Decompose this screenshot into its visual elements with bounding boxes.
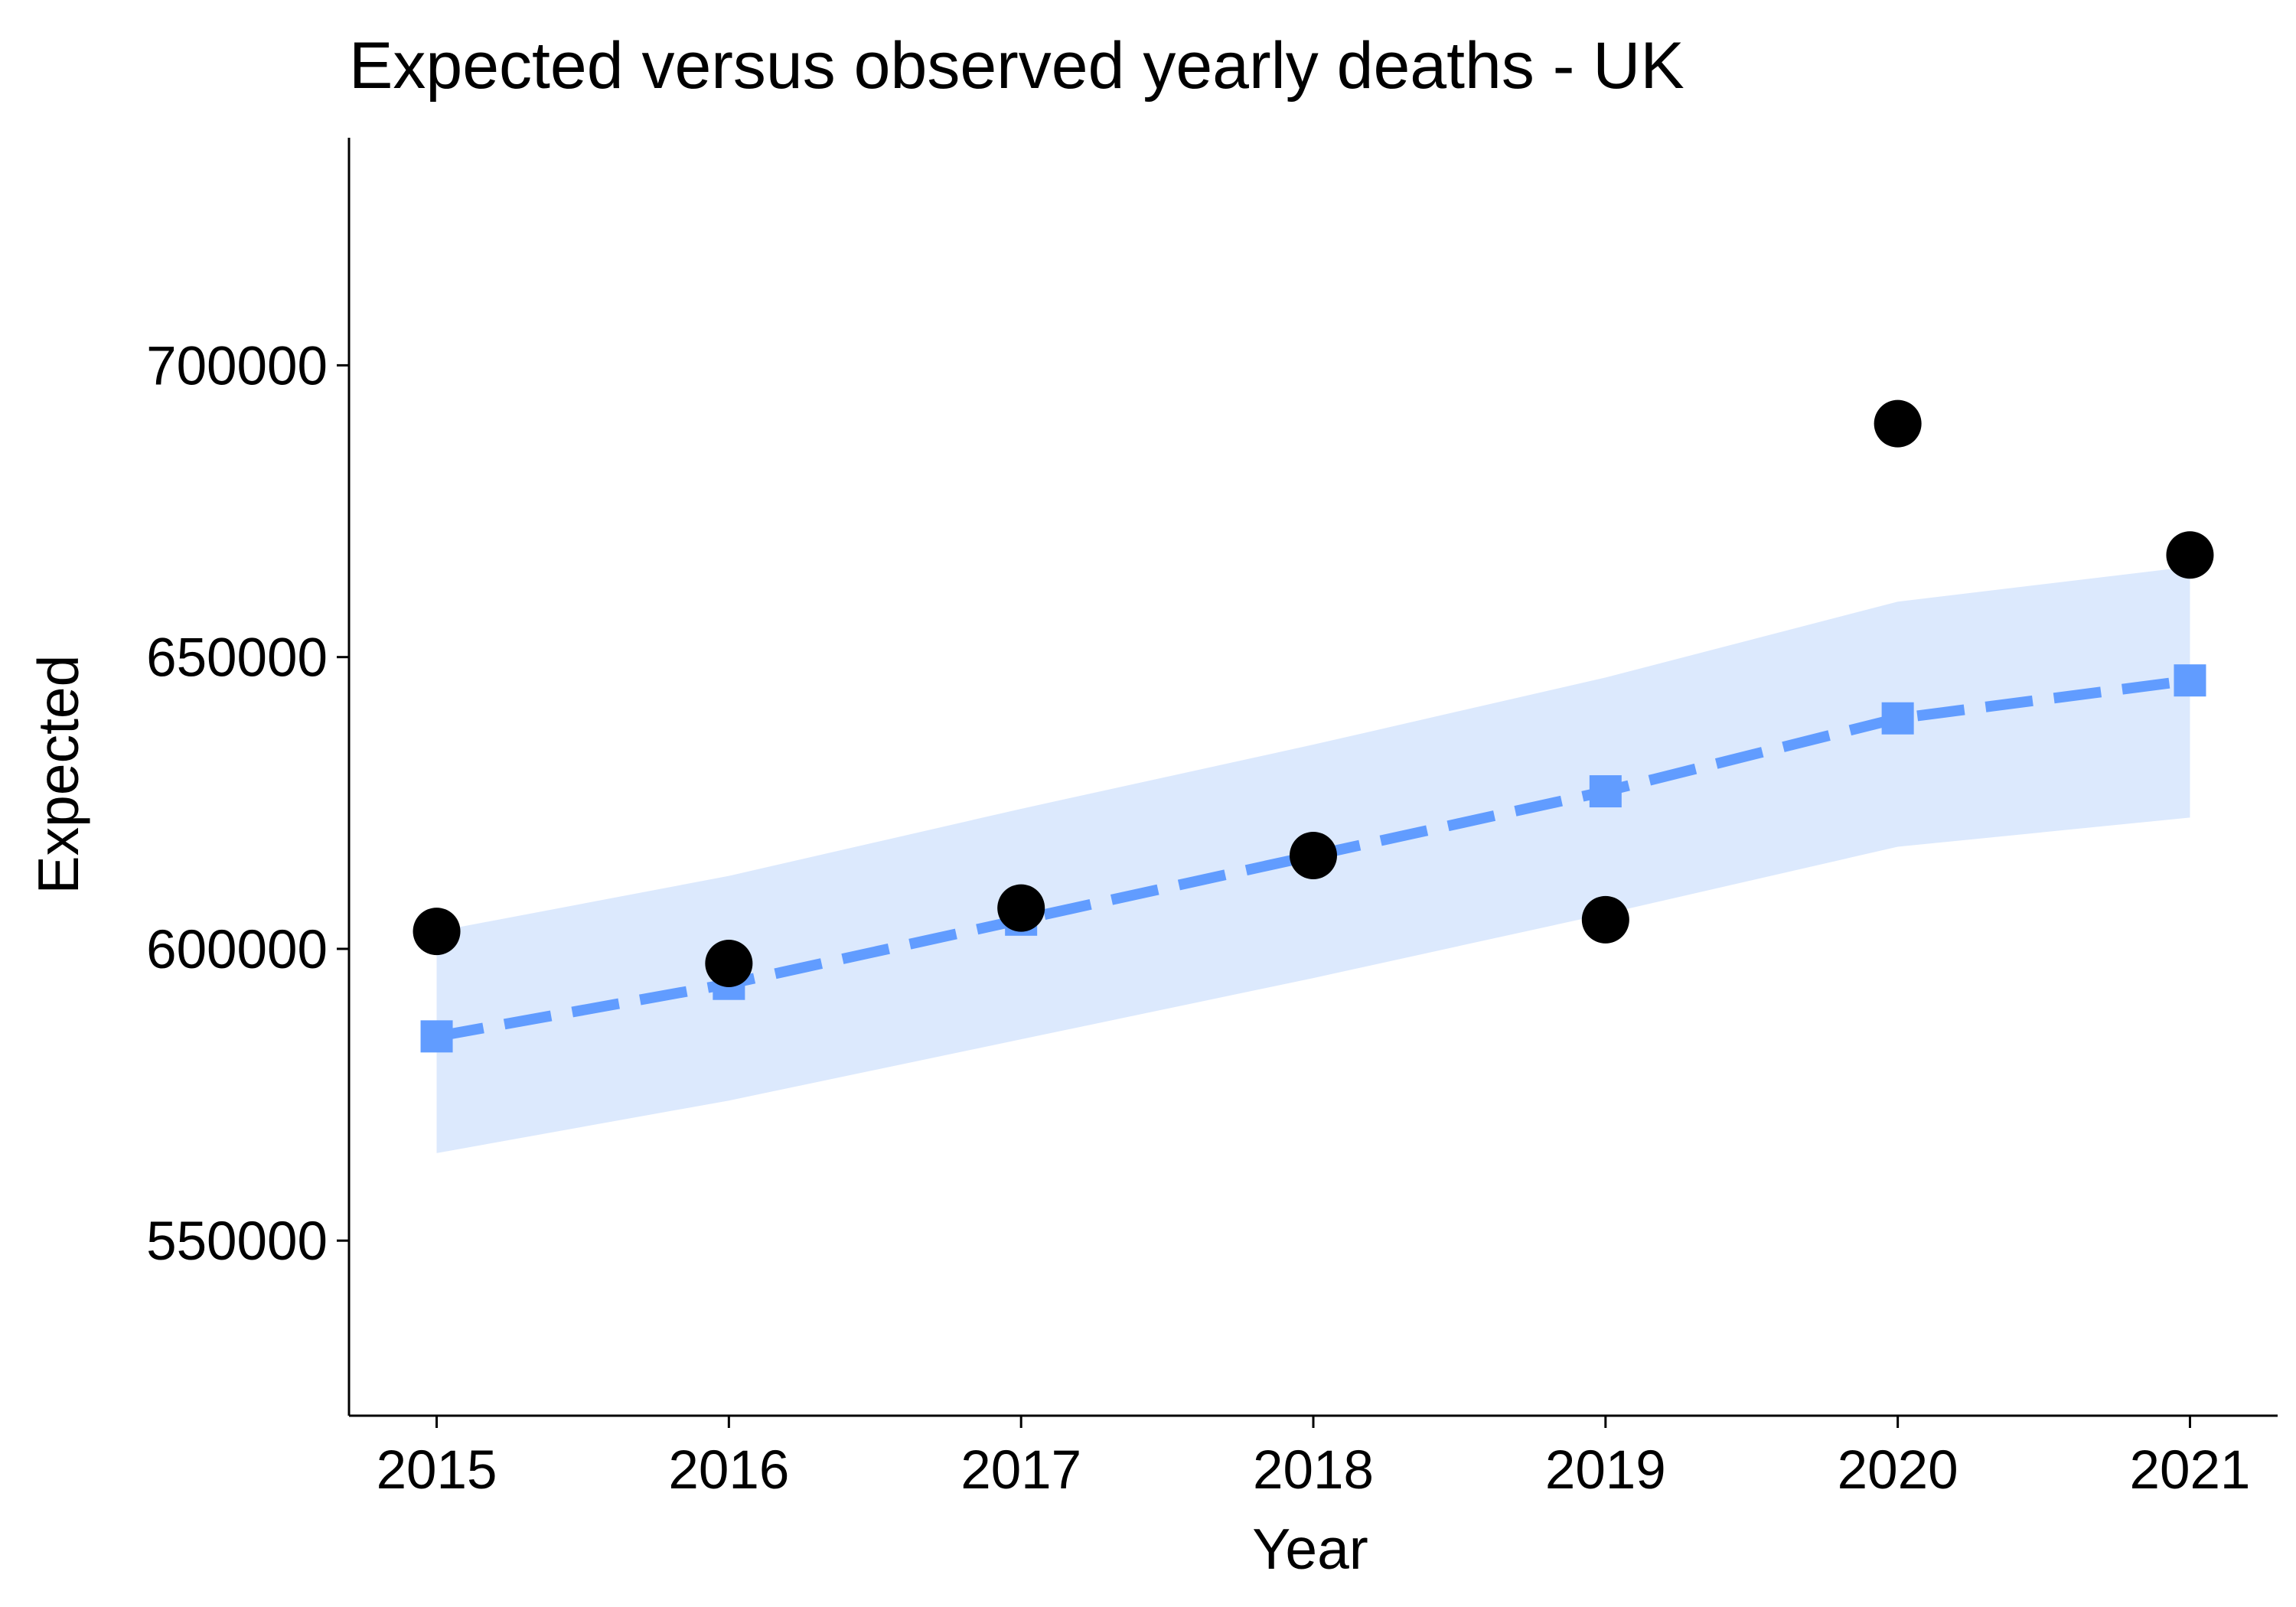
observed-point-2016 — [705, 940, 753, 988]
observed-point-2017 — [997, 884, 1045, 932]
x-axis-label: Year — [1252, 1517, 1368, 1581]
x-tick-label-2016: 2016 — [668, 1440, 789, 1501]
x-tick-label-2021: 2021 — [2129, 1440, 2250, 1501]
y-tick-label-650000: 650000 — [146, 628, 328, 689]
observed-points-layer — [413, 399, 2214, 988]
observed-point-2019 — [1581, 895, 1629, 944]
observed-point-2015 — [413, 908, 461, 956]
expected-point-2015 — [420, 1020, 453, 1053]
plot-area — [413, 399, 2214, 1153]
axes: 550000 600000 650000 700000 2015 2016 2017 2018… — [146, 138, 2278, 1501]
x-tick-label-2019: 2019 — [1545, 1440, 1666, 1501]
x-tick-label-2015: 2015 — [377, 1440, 497, 1501]
y-axis-label: Expected — [26, 655, 90, 895]
observed-point-2018 — [1290, 831, 1337, 879]
y-tick-label-550000: 550000 — [146, 1211, 328, 1272]
y-tick-label-600000: 600000 — [146, 920, 328, 980]
expected-point-2020 — [1881, 702, 1914, 735]
x-tick-label-2020: 2020 — [1838, 1440, 1958, 1501]
observed-point-2020 — [1874, 399, 1922, 448]
chart-title: Expected versus observed yearly deaths -… — [349, 29, 1684, 103]
x-tick-label-2018: 2018 — [1253, 1440, 1374, 1501]
observed-point-2021 — [2166, 531, 2214, 579]
expected-point-2021 — [2174, 664, 2206, 697]
y-tick-label-700000: 700000 — [146, 336, 328, 396]
expected-point-2019 — [1589, 775, 1622, 808]
x-tick-label-2017: 2017 — [960, 1440, 1081, 1501]
